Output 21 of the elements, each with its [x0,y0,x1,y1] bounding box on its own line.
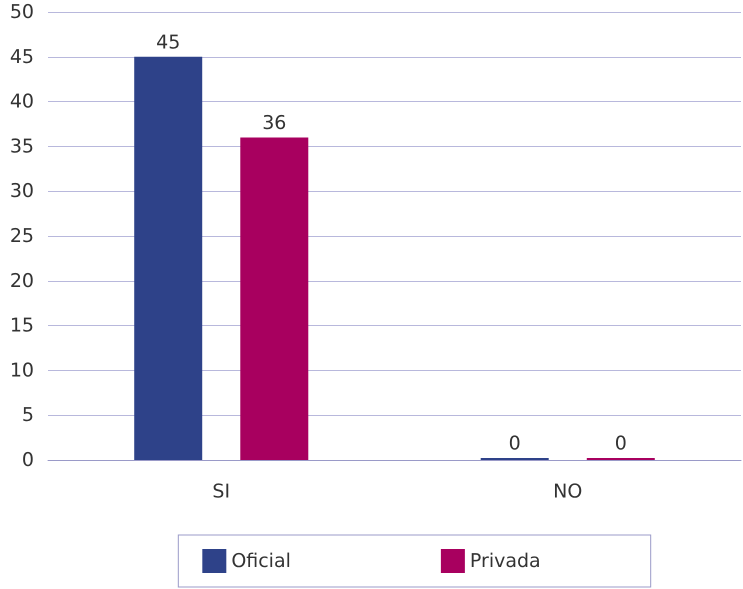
y-tick-label: 50 [10,1,34,23]
y-tick-label: 30 [10,180,34,202]
y-tick-label: 0 [22,449,34,471]
bar [134,56,202,460]
x-tick-label: SI [212,480,230,502]
x-tick-label: NO [553,480,582,502]
y-tick-label: 20 [10,270,34,292]
y-tick-label: 10 [10,359,34,382]
data-label: 45 [156,31,180,54]
y-tick-label: 15 [10,314,34,337]
legend-label: Oficial [231,550,291,572]
data-label: 0 [508,432,521,454]
data-label: 36 [262,112,286,134]
y-tick-label: 5 [22,404,34,426]
y-tick-label: 45 [10,46,34,68]
bar [240,137,308,460]
data-label: 0 [614,432,627,454]
legend-label: Privada [470,550,541,572]
y-tick-label: 35 [10,135,34,158]
y-tick-label: 25 [10,225,34,247]
y-tick-label: 40 [10,90,34,113]
